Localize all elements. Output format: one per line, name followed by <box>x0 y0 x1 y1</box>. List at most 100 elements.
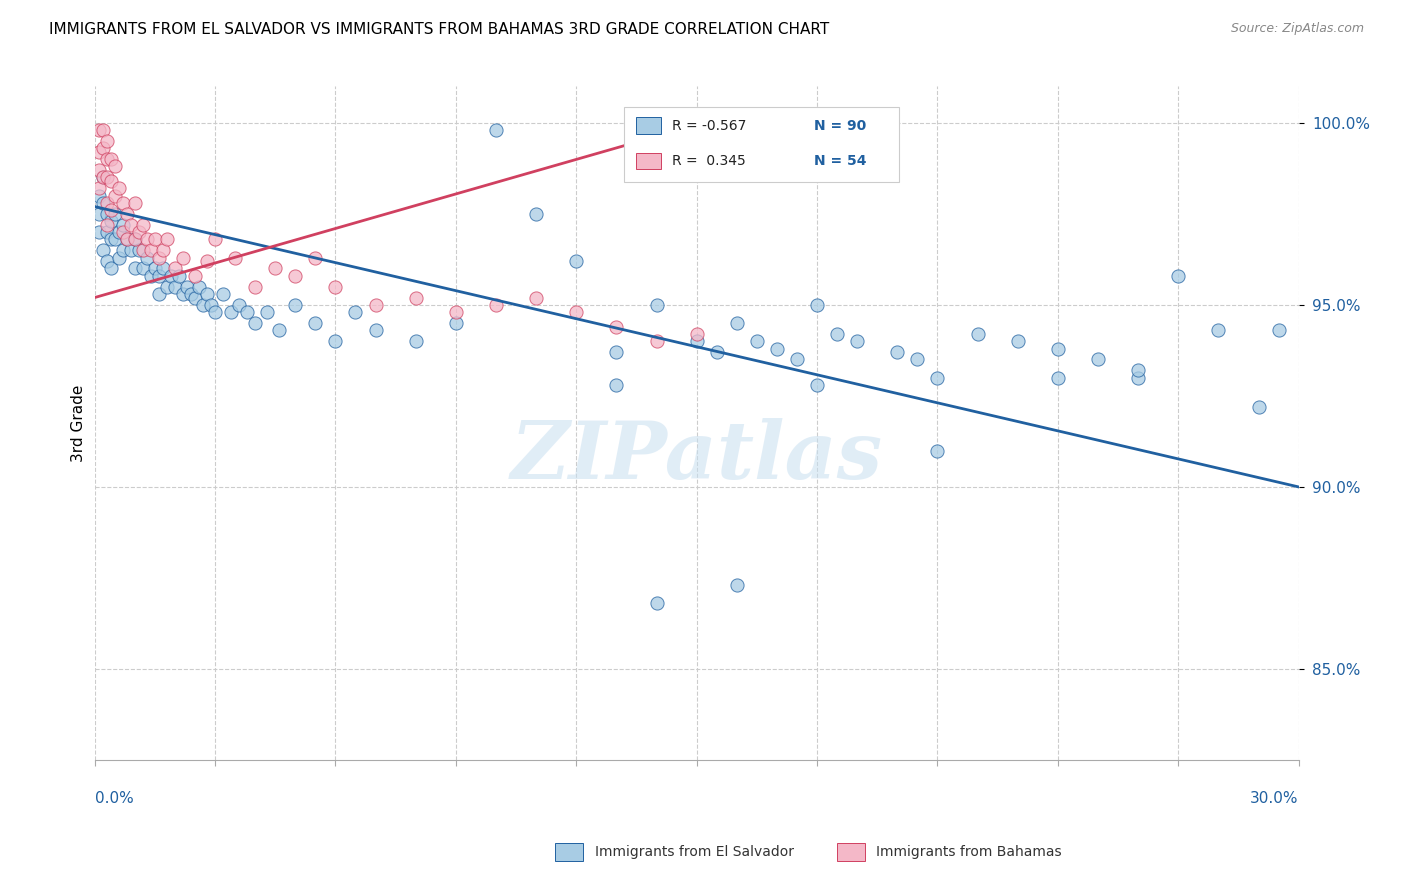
Point <box>124 195 146 210</box>
Point <box>156 232 179 246</box>
Point <box>128 244 150 258</box>
Point <box>243 279 266 293</box>
Point <box>195 287 218 301</box>
Point <box>96 170 118 185</box>
Point <box>96 195 118 210</box>
Point <box>1208 323 1230 337</box>
Point <box>605 319 627 334</box>
Point <box>115 232 138 246</box>
Point <box>825 326 848 341</box>
Point <box>236 305 259 319</box>
Point <box>1087 352 1109 367</box>
Point <box>107 251 129 265</box>
Point <box>143 232 166 246</box>
Point <box>111 218 134 232</box>
Point <box>176 279 198 293</box>
Point <box>87 145 110 159</box>
Point <box>100 174 122 188</box>
Point <box>405 334 427 349</box>
Point <box>204 305 226 319</box>
Point <box>115 232 138 246</box>
Point <box>180 287 202 301</box>
Point <box>444 305 467 319</box>
Point <box>304 251 326 265</box>
Point <box>184 268 207 283</box>
Point <box>645 298 668 312</box>
Point <box>111 225 134 239</box>
Point <box>565 305 588 319</box>
Point <box>172 251 194 265</box>
Point <box>228 298 250 312</box>
Point <box>172 287 194 301</box>
Point <box>156 279 179 293</box>
Point <box>219 305 242 319</box>
Point <box>120 218 142 232</box>
Text: Source: ZipAtlas.com: Source: ZipAtlas.com <box>1230 22 1364 36</box>
Point <box>212 287 235 301</box>
Point <box>124 232 146 246</box>
Text: 0.0%: 0.0% <box>94 790 134 805</box>
Point <box>846 334 869 349</box>
Point <box>111 244 134 258</box>
Point <box>966 326 988 341</box>
Text: N = 90: N = 90 <box>814 119 866 133</box>
Point <box>96 207 118 221</box>
Point <box>1046 342 1069 356</box>
Point <box>786 352 808 367</box>
Point <box>200 298 222 312</box>
Point <box>91 244 114 258</box>
Point <box>132 244 155 258</box>
Point <box>304 316 326 330</box>
Point <box>195 254 218 268</box>
Point <box>243 316 266 330</box>
Point <box>107 181 129 195</box>
Y-axis label: 3rd Grade: 3rd Grade <box>72 384 86 462</box>
Point <box>745 334 768 349</box>
Point <box>87 181 110 195</box>
Point <box>405 291 427 305</box>
Point <box>152 261 174 276</box>
Point <box>100 261 122 276</box>
Point <box>135 251 157 265</box>
Text: Immigrants from Bahamas: Immigrants from Bahamas <box>876 845 1062 859</box>
Point <box>191 298 214 312</box>
Point <box>1046 370 1069 384</box>
Point <box>100 232 122 246</box>
Point <box>104 188 127 202</box>
Point <box>364 298 387 312</box>
Point <box>1128 363 1150 377</box>
Text: N = 54: N = 54 <box>814 154 866 169</box>
Point <box>645 334 668 349</box>
Point <box>725 316 748 330</box>
Text: Immigrants from El Salvador: Immigrants from El Salvador <box>595 845 794 859</box>
Point <box>806 298 828 312</box>
Point <box>132 261 155 276</box>
Point <box>124 232 146 246</box>
Point <box>96 152 118 166</box>
Point <box>605 378 627 392</box>
Point <box>187 279 209 293</box>
Text: ZIPatlas: ZIPatlas <box>510 418 883 496</box>
Point <box>100 203 122 218</box>
Point <box>204 232 226 246</box>
Point <box>100 214 122 228</box>
Point <box>485 123 508 137</box>
Point <box>706 345 728 359</box>
Point <box>87 123 110 137</box>
Point <box>1128 370 1150 384</box>
Point <box>927 370 949 384</box>
Point <box>87 207 110 221</box>
Point <box>485 298 508 312</box>
Point <box>91 123 114 137</box>
Point <box>96 225 118 239</box>
Point <box>107 225 129 239</box>
Point <box>135 232 157 246</box>
Point <box>524 207 547 221</box>
Point <box>124 261 146 276</box>
Point <box>91 195 114 210</box>
Point <box>163 261 186 276</box>
Point <box>325 279 347 293</box>
Point <box>284 298 307 312</box>
Point <box>1007 334 1029 349</box>
Point <box>100 152 122 166</box>
